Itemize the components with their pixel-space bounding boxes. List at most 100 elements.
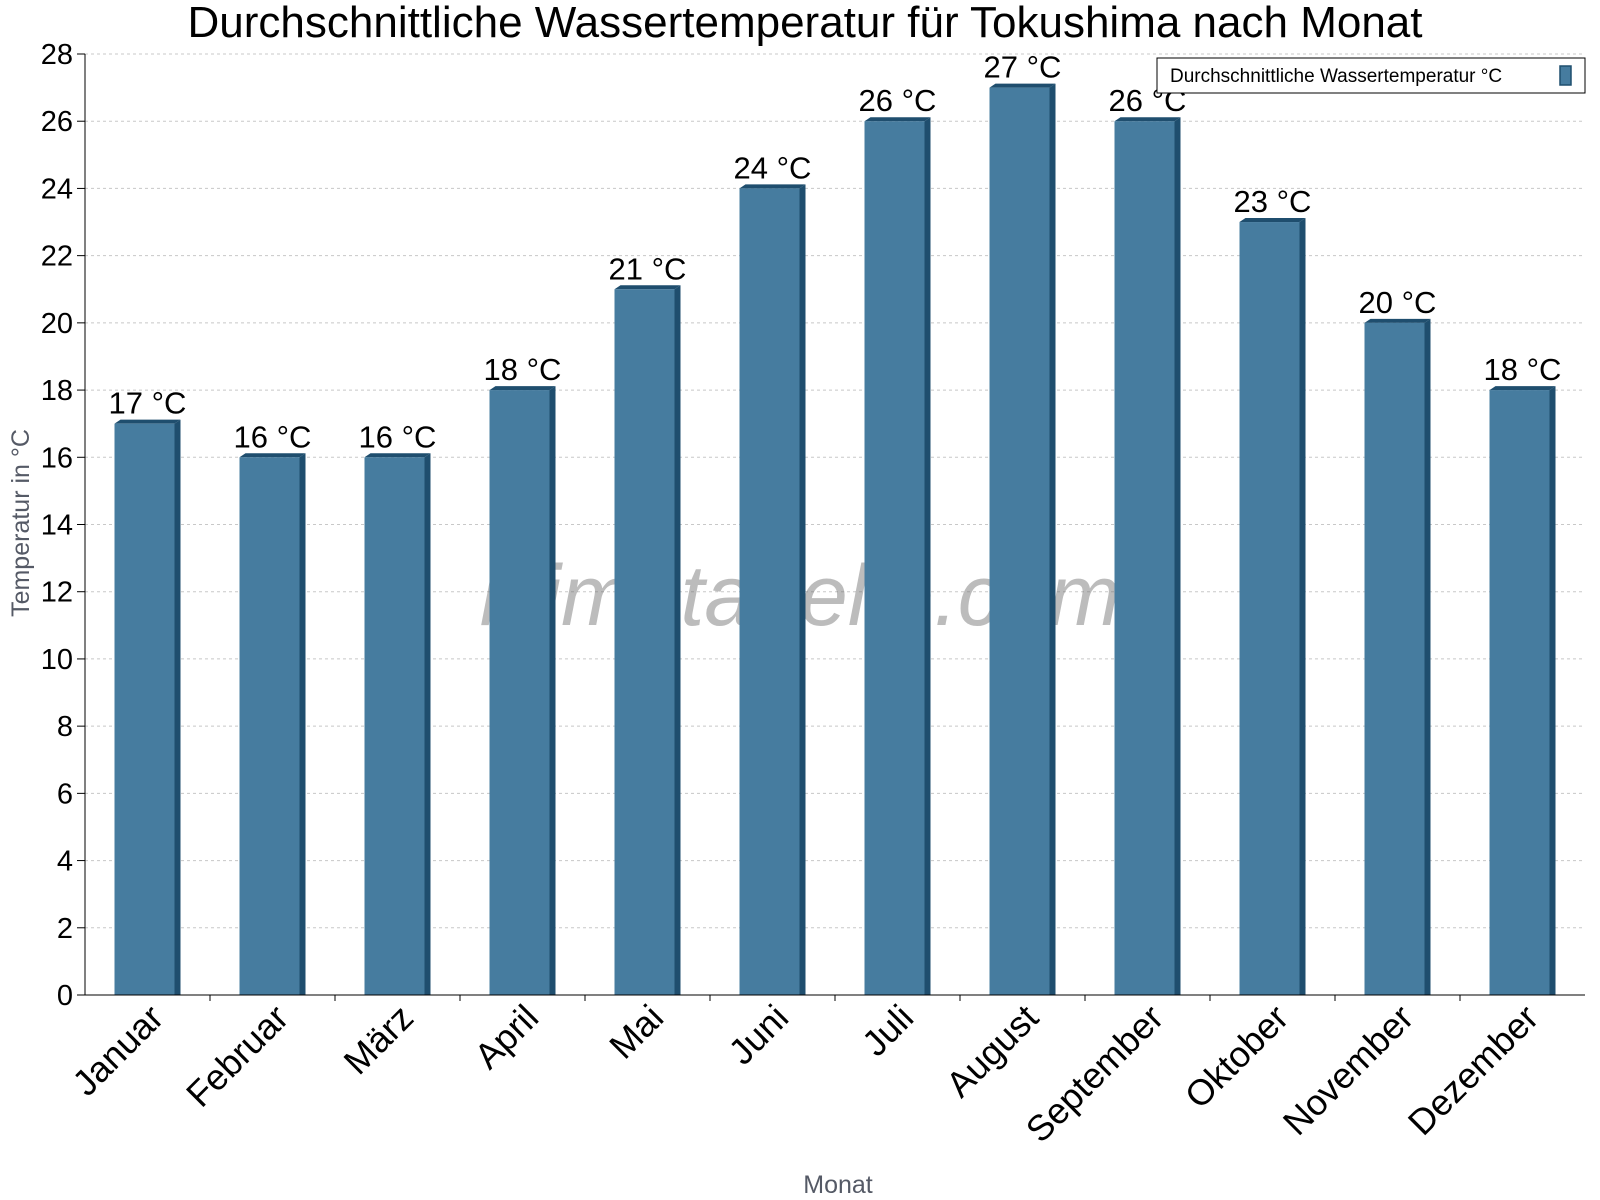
bar-top bbox=[864, 117, 931, 122]
bar-märz bbox=[364, 453, 431, 995]
x-tick-label: Januar bbox=[64, 997, 171, 1104]
legend-label: Durchschnittliche Wassertemperatur °C bbox=[1170, 66, 1502, 87]
bar-front bbox=[114, 423, 175, 995]
bar-front bbox=[989, 87, 1050, 996]
bar-side bbox=[674, 285, 681, 995]
bar-front bbox=[614, 289, 675, 995]
bar-dezember bbox=[1489, 386, 1556, 996]
bar-front bbox=[739, 188, 800, 995]
data-label: 16 °C bbox=[359, 419, 437, 454]
y-tick-label: 2 bbox=[57, 913, 73, 945]
legend: Durchschnittliche Wassertemperatur °C bbox=[1156, 57, 1586, 94]
bar-side bbox=[1299, 218, 1306, 996]
y-tick-label: 28 bbox=[41, 39, 73, 71]
bar-top bbox=[1489, 386, 1556, 391]
bar-front bbox=[864, 121, 925, 995]
bar-side bbox=[799, 184, 806, 995]
y-axis-title: Temperatur in °C bbox=[7, 429, 35, 617]
bar-februar bbox=[239, 453, 306, 995]
bar-side bbox=[174, 419, 181, 995]
bar-januar bbox=[114, 419, 181, 995]
data-label: 21 °C bbox=[609, 251, 687, 286]
bar-front bbox=[364, 457, 425, 995]
y-tick-label: 10 bbox=[41, 644, 73, 676]
y-tick-label: 0 bbox=[57, 980, 73, 1012]
bar-front bbox=[1239, 222, 1300, 996]
legend-box bbox=[1156, 57, 1586, 94]
bar-august bbox=[989, 83, 1056, 996]
bar-top bbox=[364, 453, 431, 458]
bar-september bbox=[1114, 117, 1181, 995]
x-tick-label: Dezember bbox=[1400, 997, 1546, 1143]
bar-front bbox=[1364, 322, 1425, 995]
bar-top bbox=[989, 83, 1056, 88]
data-label: 16 °C bbox=[234, 419, 312, 454]
data-label: 17 °C bbox=[109, 386, 187, 421]
axes bbox=[84, 54, 1585, 1001]
x-tick-label: Juli bbox=[854, 997, 921, 1064]
data-label: 26 °C bbox=[859, 83, 937, 118]
bar-april bbox=[489, 386, 556, 996]
data-label: 18 °C bbox=[484, 352, 562, 387]
bar-top bbox=[1239, 218, 1306, 223]
bar-november bbox=[1364, 318, 1431, 995]
x-tick-label: Februar bbox=[178, 997, 296, 1115]
bar-side bbox=[1049, 83, 1056, 996]
bar-front bbox=[489, 390, 550, 996]
data-label: 24 °C bbox=[734, 150, 812, 185]
y-tick-label: 12 bbox=[41, 577, 73, 609]
y-tick-label: 8 bbox=[57, 711, 73, 743]
data-label: 18 °C bbox=[1484, 352, 1562, 387]
x-tick-label: August bbox=[938, 997, 1046, 1105]
bar-front bbox=[239, 457, 300, 995]
x-tick-label: September bbox=[1018, 997, 1172, 1151]
bar-side bbox=[299, 453, 306, 995]
bar-top bbox=[739, 184, 806, 189]
data-label: 27 °C bbox=[984, 50, 1062, 85]
y-tick-label: 16 bbox=[41, 442, 73, 474]
data-label: 20 °C bbox=[1359, 285, 1437, 320]
bar-side bbox=[549, 386, 556, 996]
bar-side bbox=[1424, 318, 1431, 995]
legend-swatch bbox=[1559, 65, 1572, 86]
x-tick-label: Mai bbox=[601, 997, 671, 1067]
y-tick-label: 24 bbox=[41, 173, 73, 205]
bar-juli bbox=[864, 117, 931, 995]
y-tick-label: 4 bbox=[57, 846, 73, 878]
x-tick-label: Juni bbox=[720, 997, 796, 1073]
bar-top bbox=[239, 453, 306, 458]
bar-juni bbox=[739, 184, 806, 995]
bar-top bbox=[1114, 117, 1181, 122]
bars bbox=[114, 83, 1556, 996]
y-tick-label: 14 bbox=[41, 510, 73, 542]
bar-front bbox=[1114, 121, 1175, 995]
bar-mai bbox=[614, 285, 681, 995]
x-tick-label: April bbox=[466, 997, 546, 1077]
bar-front bbox=[1489, 390, 1550, 996]
bar-side bbox=[1174, 117, 1181, 995]
bar-side bbox=[1549, 386, 1556, 996]
bar-oktober bbox=[1239, 218, 1306, 996]
y-tick-label: 18 bbox=[41, 375, 73, 407]
bar-side bbox=[424, 453, 431, 995]
bar-top bbox=[489, 386, 556, 391]
x-tick-label: März bbox=[336, 997, 422, 1083]
data-label: 23 °C bbox=[1234, 184, 1312, 219]
x-axis-ticks: Januar Februar März April Mai Juni Juli AugustS… bbox=[64, 997, 1546, 1151]
bar-side bbox=[924, 117, 931, 995]
y-tick-label: 26 bbox=[41, 106, 73, 138]
x-tick-label: November bbox=[1275, 997, 1421, 1143]
bar-top bbox=[614, 285, 681, 290]
chart-title: Durchschnittliche Wassertemperatur für T… bbox=[188, 0, 1423, 47]
y-tick-label: 20 bbox=[41, 308, 73, 340]
x-axis-title: Monat bbox=[803, 1171, 873, 1199]
data-labels: 17 °C 16 °C 16 °C 18 °C 21 °C 24 °C 26 °C 27 °C… bbox=[109, 50, 1562, 455]
bar-top bbox=[114, 419, 181, 424]
x-tick-label: Oktober bbox=[1177, 997, 1297, 1117]
y-tick-label: 6 bbox=[57, 778, 73, 810]
y-tick-label: 22 bbox=[41, 241, 73, 273]
grid-lines bbox=[85, 53, 1585, 929]
bar-top bbox=[1364, 318, 1431, 323]
